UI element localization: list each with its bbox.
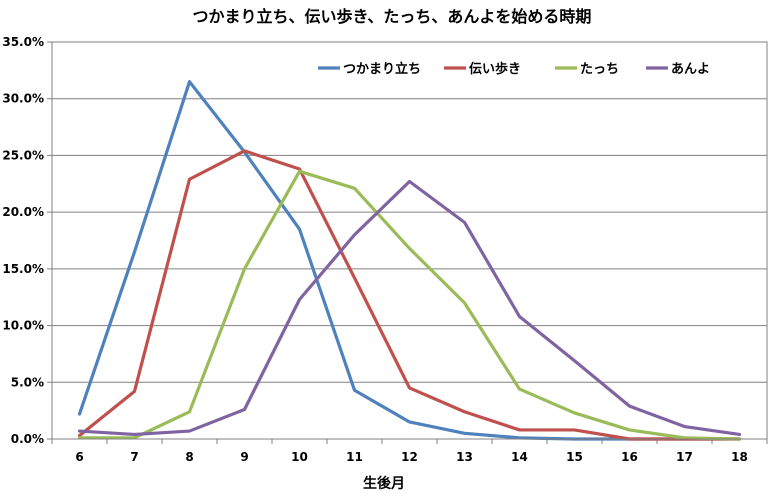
legend-label: 伝い歩き xyxy=(469,61,521,77)
series-lines xyxy=(77,80,742,441)
series-line-4 xyxy=(77,179,742,437)
x-tick-label: 15 xyxy=(566,450,583,464)
legend-label: たっち xyxy=(580,62,619,77)
legend: つかまり立ち 伝い歩き たっち あんよ xyxy=(318,61,710,77)
x-tick-label: 16 xyxy=(621,450,638,464)
x-tick-label: 17 xyxy=(676,450,693,464)
y-tick-label: 15.0% xyxy=(2,262,44,276)
x-tick-label: 14 xyxy=(511,450,528,464)
y-tick-label: 5.0% xyxy=(11,375,44,389)
x-tick-label: 9 xyxy=(240,450,248,464)
y-tick-label: 10.0% xyxy=(2,319,44,333)
x-tick-label: 6 xyxy=(75,450,83,464)
y-tick-label: 20.0% xyxy=(2,205,44,219)
x-tick-label: 10 xyxy=(291,450,308,464)
y-axis-ticks: 0.0% 5.0% 10.0% 15.0% 20.0% 25.0% 30.0% 35.0% xyxy=(2,35,52,446)
chart-title: つかまり立ち、伝い歩き、たっち、あんよを始める時期 xyxy=(193,7,592,26)
x-tick-label: 18 xyxy=(731,450,748,464)
x-axis-label: 生後月 xyxy=(363,475,405,492)
x-tick-label: 12 xyxy=(401,450,418,464)
x-tick-label: 8 xyxy=(185,450,193,464)
y-tick-label: 25.0% xyxy=(2,148,44,162)
legend-label: つかまり立ち xyxy=(343,61,421,77)
plot-area xyxy=(51,41,768,440)
grid xyxy=(52,41,767,440)
x-axis-ticks: 6 7 8 9 10 11 12 13 14 15 16 17 18 xyxy=(51,439,768,464)
x-tick-label: 11 xyxy=(346,450,363,464)
y-tick-label: 35.0% xyxy=(2,35,44,49)
series-line-3 xyxy=(77,169,742,441)
x-tick-label: 7 xyxy=(130,450,138,464)
series-line-2 xyxy=(77,149,742,441)
x-tick-label: 13 xyxy=(456,450,473,464)
y-tick-label: 30.0% xyxy=(2,92,44,106)
y-tick-label: 0.0% xyxy=(11,432,44,446)
legend-label: あんよ xyxy=(671,62,710,77)
